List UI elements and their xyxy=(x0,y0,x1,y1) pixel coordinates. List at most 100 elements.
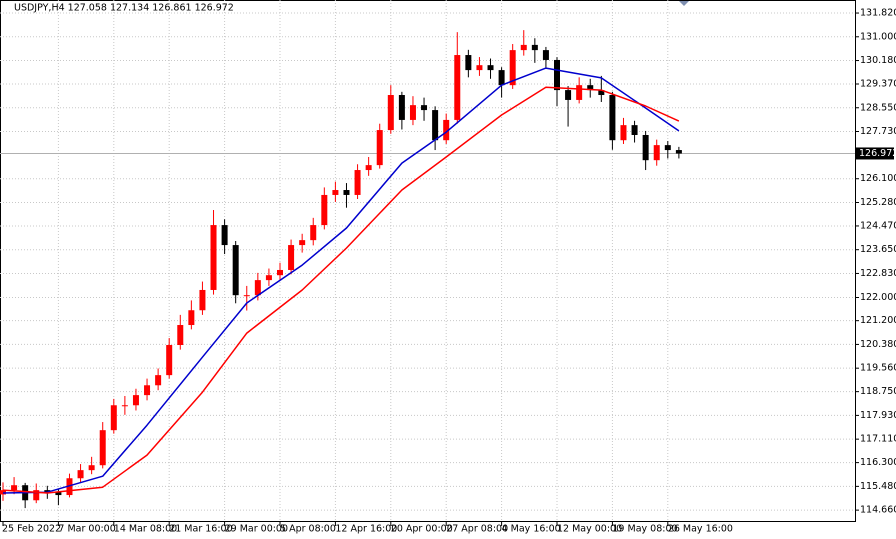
candle-body xyxy=(520,44,527,51)
candle-body xyxy=(221,225,228,246)
moving-average-line xyxy=(2,67,680,494)
candle-body xyxy=(199,289,206,311)
x-tick-label: 7 Mar 00:00 xyxy=(58,524,115,535)
x-tick-label: 4 May 16:00 xyxy=(502,524,561,535)
candle-body xyxy=(631,125,638,135)
candle-body xyxy=(55,492,62,496)
candle-body xyxy=(210,225,217,290)
candle-body xyxy=(576,85,583,100)
candle-body xyxy=(299,240,306,246)
candle-body xyxy=(332,190,339,195)
candle-body xyxy=(509,50,516,86)
x-tick-label: 14 Mar 08:00 xyxy=(114,524,177,535)
candle-body xyxy=(121,405,128,407)
y-tick-label: 128.550 xyxy=(860,102,896,113)
candle-body xyxy=(33,490,40,501)
candle-body xyxy=(155,375,162,386)
candle-body xyxy=(653,145,660,161)
x-tick-label: 20 Apr 00:00 xyxy=(391,524,453,535)
last-price-label: 126.972 xyxy=(859,148,896,159)
y-tick-label: 116.300 xyxy=(860,457,896,468)
candle-body xyxy=(110,405,117,431)
candle-body xyxy=(642,134,649,161)
chart-title: USDJPY,H4 127.058 127.134 126.861 126.97… xyxy=(14,3,234,14)
candle-body xyxy=(321,194,328,226)
candle-body xyxy=(343,190,350,195)
candle-body xyxy=(144,385,151,396)
x-tick-label: 25 Feb 2022 xyxy=(2,524,61,535)
candle-body xyxy=(498,70,505,86)
y-tick-label: 131.820 xyxy=(860,8,896,19)
y-tick-label: 131.000 xyxy=(860,31,896,42)
candle-body xyxy=(232,245,239,296)
plot-frame xyxy=(0,0,856,522)
candle-body xyxy=(166,345,173,376)
candle-body xyxy=(44,490,51,493)
candle-body xyxy=(565,90,572,100)
x-tick-label: 5 Apr 08:00 xyxy=(280,524,336,535)
candle-body xyxy=(664,145,671,151)
y-tick-label: 123.650 xyxy=(860,244,896,255)
y-tick-label: 121.200 xyxy=(860,315,896,326)
y-tick-label: 120.380 xyxy=(860,339,896,350)
candle-body xyxy=(554,59,560,91)
grid xyxy=(0,0,855,522)
candle-body xyxy=(542,50,549,60)
candle-body xyxy=(354,170,361,195)
x-tick-label: 26 May 16:00 xyxy=(668,524,733,535)
candle-body xyxy=(132,395,139,406)
candle-body xyxy=(476,65,483,71)
candle-body xyxy=(398,95,405,120)
candle-body xyxy=(243,295,250,297)
candle-body xyxy=(609,95,616,141)
candle-body xyxy=(310,225,317,241)
x-tick-label: 19 May 08:00 xyxy=(612,524,677,535)
candle-body xyxy=(620,125,627,141)
y-tick-label: 124.470 xyxy=(860,220,896,231)
y-tick-label: 126.100 xyxy=(860,173,896,184)
candle-body xyxy=(376,130,383,166)
candle-body xyxy=(443,119,450,141)
x-tick-label: 12 Apr 16:00 xyxy=(335,524,397,535)
y-tick-label: 115.480 xyxy=(860,481,896,492)
candle-body xyxy=(409,105,416,120)
candle-body xyxy=(254,280,261,296)
candle-body xyxy=(11,485,18,491)
candle-body xyxy=(288,245,295,270)
candle-body xyxy=(587,85,594,91)
y-tick-label: 117.110 xyxy=(860,434,896,445)
candle-body xyxy=(365,165,372,171)
candle-body xyxy=(598,90,605,96)
candle-body xyxy=(188,310,195,326)
candle-body xyxy=(99,430,106,466)
last-price-box xyxy=(856,147,894,160)
candle-body xyxy=(77,470,84,479)
marks xyxy=(0,30,682,509)
candle-body xyxy=(531,44,538,51)
y-tick-label: 127.730 xyxy=(860,126,896,137)
candle-body xyxy=(675,150,682,154)
candle-body xyxy=(66,478,73,496)
y-tick-label: 117.930 xyxy=(860,410,896,421)
y-tick-label: 129.370 xyxy=(860,79,896,90)
candle-body xyxy=(487,65,494,71)
candle-body xyxy=(454,55,461,120)
y-tick-label: 118.750 xyxy=(860,386,896,397)
candle-body xyxy=(88,465,95,471)
moving-average-line xyxy=(2,86,680,494)
y-tick-label: 125.280 xyxy=(860,197,896,208)
x-tick-label: 27 Apr 08:00 xyxy=(446,524,508,535)
x-tick-label: 29 Mar 00:00 xyxy=(225,524,288,535)
candle-body xyxy=(177,325,184,346)
y-tick-label: 114.660 xyxy=(860,505,896,516)
shift-marker xyxy=(679,1,689,6)
candle-body xyxy=(265,275,272,281)
x-tick-label: 21 Mar 16:00 xyxy=(169,524,232,535)
y-tick-label: 119.560 xyxy=(860,363,896,374)
candle-body xyxy=(387,95,394,131)
candle-body xyxy=(277,269,283,276)
candle-body xyxy=(432,110,439,141)
y-tick-label: 122.830 xyxy=(860,268,896,279)
